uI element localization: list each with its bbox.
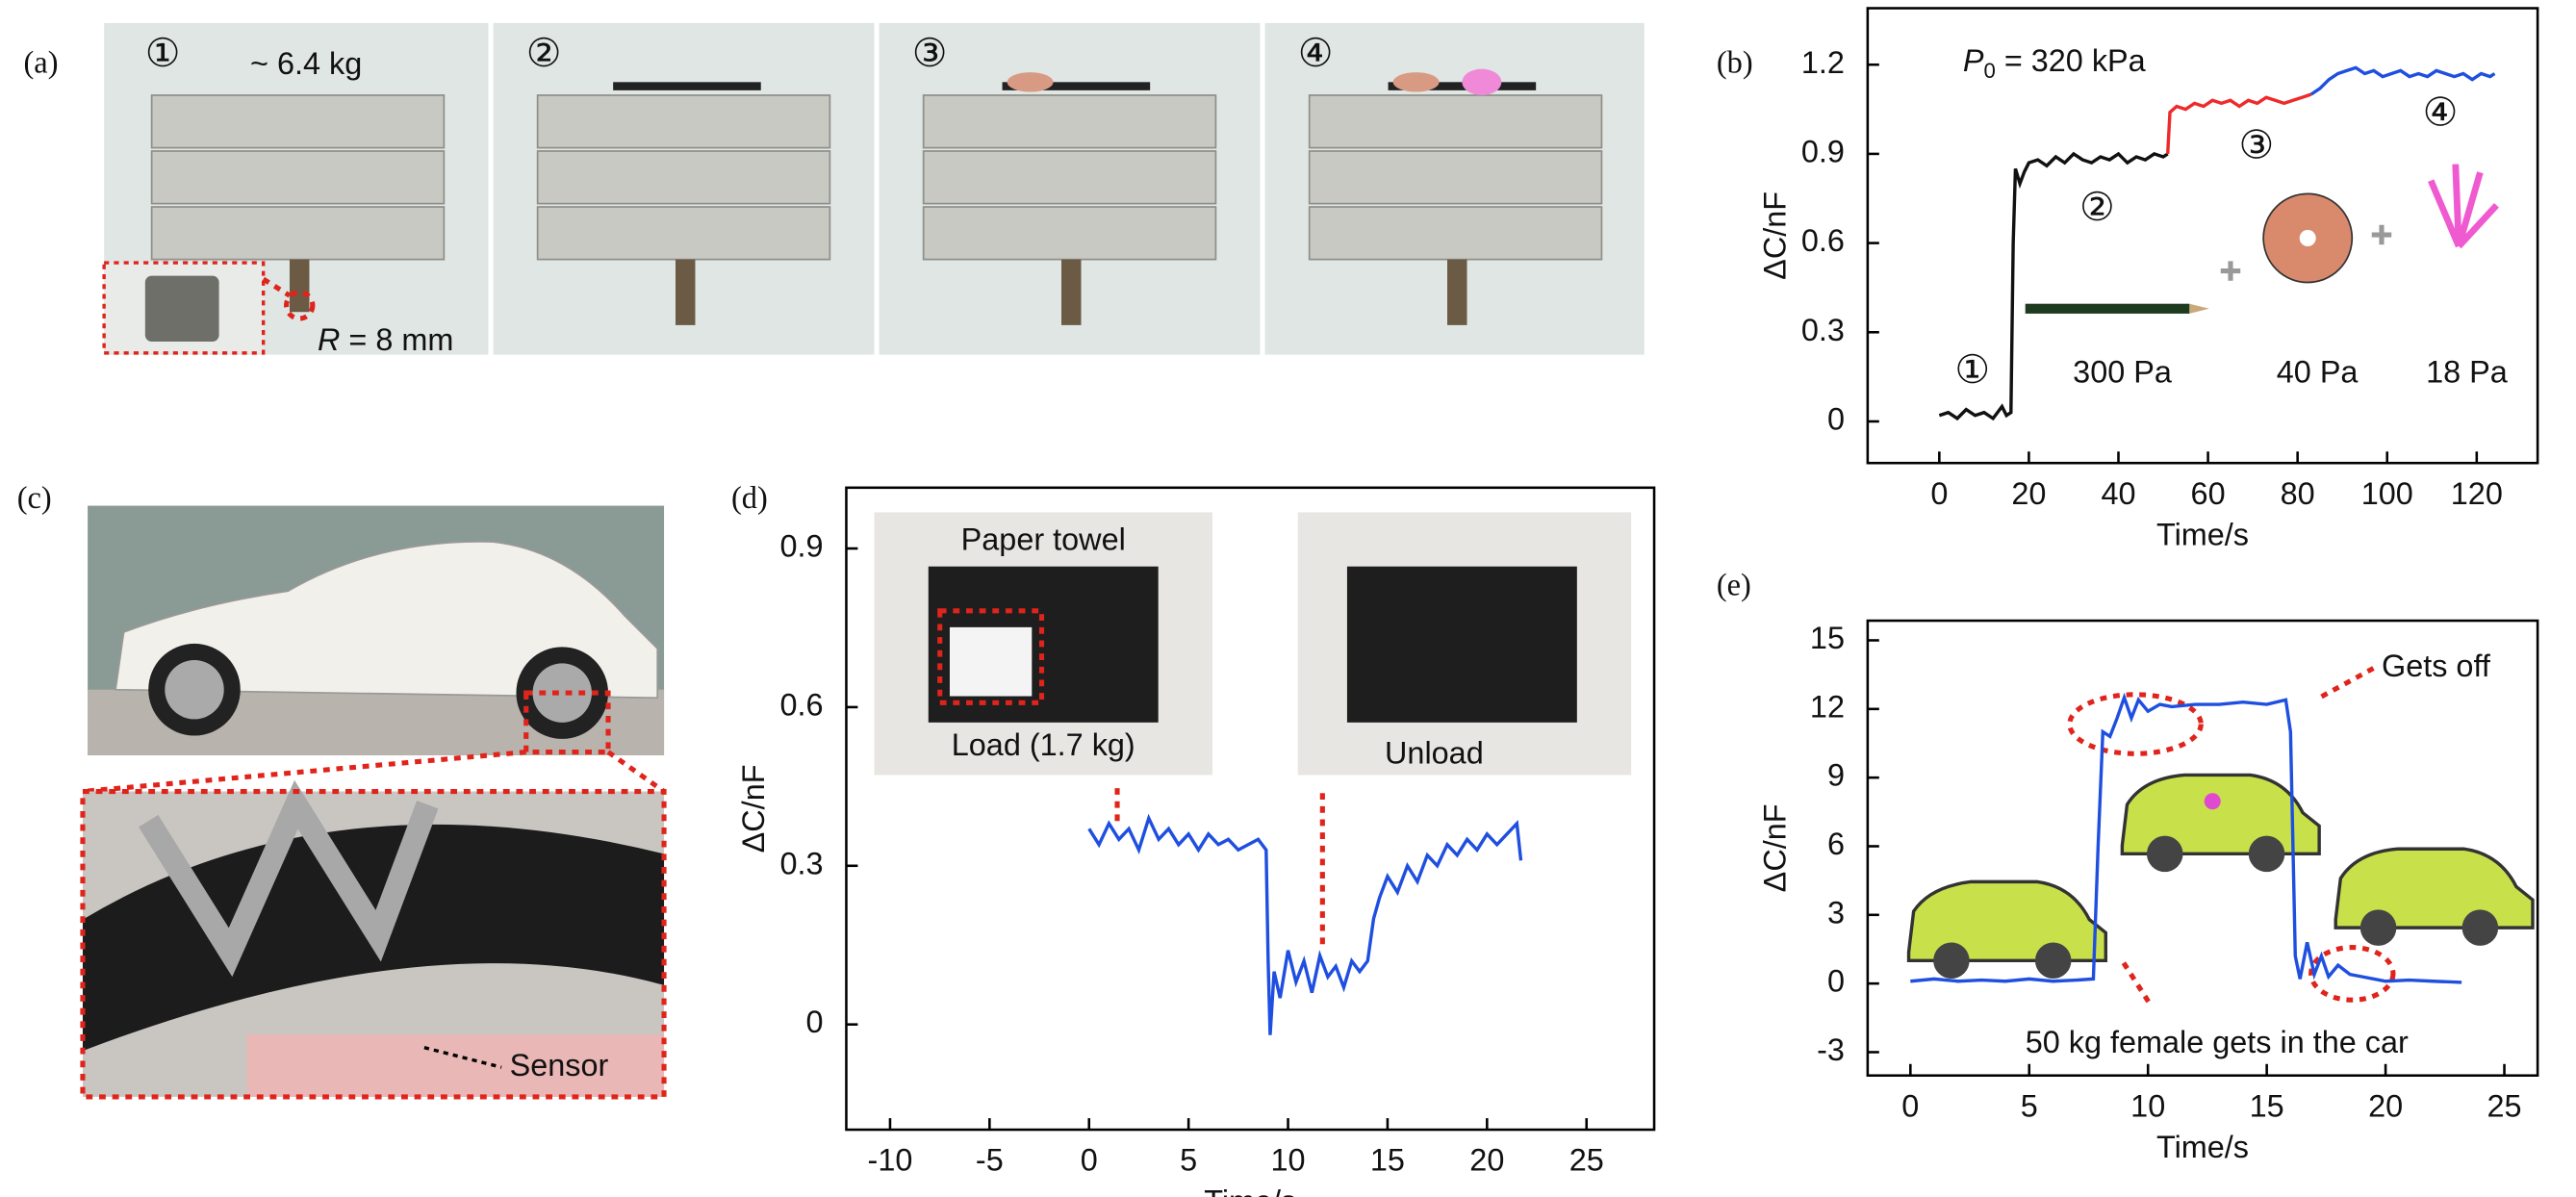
step-label: ① <box>1954 347 1990 392</box>
x-tick-label: 15 <box>2250 1088 2284 1123</box>
car-photo: Sensor <box>80 505 667 1100</box>
x-axis-label: Time/s <box>2156 518 2249 552</box>
x-axis-label: Time/s <box>2156 1130 2249 1164</box>
step-label: ④ <box>2423 89 2459 134</box>
step-label: ① <box>145 31 181 75</box>
x-tick-label: 40 <box>2101 476 2135 511</box>
x-tick-label: 20 <box>1469 1143 1504 1178</box>
inset-caption: Unload <box>1385 736 1484 771</box>
y-tick-label: 0.9 <box>780 529 824 564</box>
plot-frame <box>845 486 1656 1132</box>
inset-caption: Load (1.7 kg) <box>952 727 1135 762</box>
photo <box>493 22 875 355</box>
chart: -10 -5 0 5 10 15 20 25 0 0.3 0.6 0.9 Time/s ΔC/nF Pape… <box>736 486 1656 1197</box>
y-tick-label: 0 <box>1827 964 1845 999</box>
photo-strip: ① ② ③ ④ ~ 6.4 kg R = 8 mm <box>102 22 1645 357</box>
y-tick-label: 0.6 <box>780 687 824 722</box>
x-tick-label: 5 <box>2021 1088 2038 1123</box>
x-tick-label: 0 <box>1901 1088 1919 1123</box>
y-tick-label: 0.3 <box>1801 313 1845 347</box>
mass-label: ~ 6.4 kg <box>250 46 362 81</box>
x-tick-label: -10 <box>868 1143 913 1178</box>
annotation: Gets off <box>2382 649 2491 683</box>
y-tick-label: 0.6 <box>1801 223 1845 258</box>
step-label: ② <box>2079 185 2115 229</box>
step-label: ③ <box>2239 122 2275 166</box>
x-tick-label: 120 <box>2451 476 2503 511</box>
x-tick-label: 25 <box>1569 1143 1604 1178</box>
x-tick-label: 80 <box>2281 476 2315 511</box>
sensor-label: Sensor <box>510 1048 609 1082</box>
panel-label: (c) <box>17 481 52 516</box>
radius-text: = 8 mm <box>340 322 453 357</box>
trunk-photos <box>874 512 1632 776</box>
radius-label: R = 8 mm <box>318 322 453 357</box>
panel-label: (e) <box>1717 568 1751 602</box>
y-tick-label: 6 <box>1827 827 1845 861</box>
y-tick-label: 9 <box>1827 758 1845 793</box>
pressure-value: 18 Pa <box>2426 355 2509 390</box>
x-tick-label: 10 <box>2130 1088 2165 1123</box>
panel-label: (a) <box>24 46 59 81</box>
y-axis-label: ΔC/nF <box>736 764 771 853</box>
photo <box>1264 22 1645 355</box>
step-label: ④ <box>1298 31 1334 75</box>
y-axis-label: ΔC/nF <box>1758 191 1793 280</box>
panel-label: (d) <box>731 481 768 516</box>
x-tick-label: 0 <box>1081 1143 1098 1178</box>
annotation: 50 kg female gets in the car <box>2026 1025 2409 1059</box>
y-tick-label: 0.9 <box>1801 134 1845 168</box>
panel-label: (b) <box>1717 46 1753 81</box>
x-tick-label: 100 <box>2361 476 2413 511</box>
data-line <box>1087 813 1523 1035</box>
x-tick-label: 60 <box>2191 476 2226 511</box>
radius-symbol: R <box>318 322 340 357</box>
pressure-label: P0 = 320 kPa <box>1963 42 2147 83</box>
x-tick-label: 20 <box>2368 1088 2403 1123</box>
data-line <box>2309 65 2496 96</box>
pressure-text: = 320 kPa <box>1996 42 2147 77</box>
x-tick-label: 5 <box>1180 1143 1197 1178</box>
object-pictures <box>2025 164 2499 314</box>
x-axis-label: Time/s <box>1204 1184 1296 1197</box>
y-tick-label: 0.3 <box>780 846 824 880</box>
inset-caption: Paper towel <box>961 522 1126 557</box>
pressure-symbol: P <box>1963 42 1984 77</box>
x-tick-label: 25 <box>2487 1088 2522 1123</box>
photo <box>879 22 1261 355</box>
y-tick-label: 0 <box>1827 402 1845 437</box>
y-tick-label: -3 <box>1817 1032 1845 1067</box>
data-line <box>2165 92 2312 155</box>
car-drawings <box>1114 666 2535 1004</box>
y-tick-label: 1.2 <box>1801 45 1845 80</box>
x-tick-label: 15 <box>1370 1143 1405 1178</box>
plot-frame <box>1866 7 2539 465</box>
pressure-sub: 0 <box>1983 59 1995 83</box>
x-tick-label: -5 <box>976 1143 1004 1178</box>
x-tick-label: 0 <box>1930 476 1948 511</box>
chart: 0 20 40 60 80 100 120 0 0.3 0.6 0.9 1.2 Time/s ΔC/nF P… <box>1758 7 2539 552</box>
step-label: ③ <box>912 31 948 75</box>
step-label: ② <box>526 31 562 75</box>
y-tick-label: 3 <box>1827 895 1845 930</box>
y-tick-label: 0 <box>806 1005 824 1039</box>
y-tick-label: 15 <box>1810 621 1845 655</box>
y-tick-label: 12 <box>1810 689 1845 724</box>
pressure-value: 300 Pa <box>2073 355 2173 390</box>
pressure-value: 40 Pa <box>2277 355 2359 390</box>
data-line <box>1938 151 2169 421</box>
y-axis-label: ΔC/nF <box>1758 803 1793 892</box>
photo <box>102 22 489 355</box>
data-line <box>1910 692 2462 984</box>
x-tick-label: 20 <box>2011 476 2046 511</box>
x-tick-label: 10 <box>1271 1143 1306 1178</box>
plot-frame <box>1866 619 2539 1078</box>
